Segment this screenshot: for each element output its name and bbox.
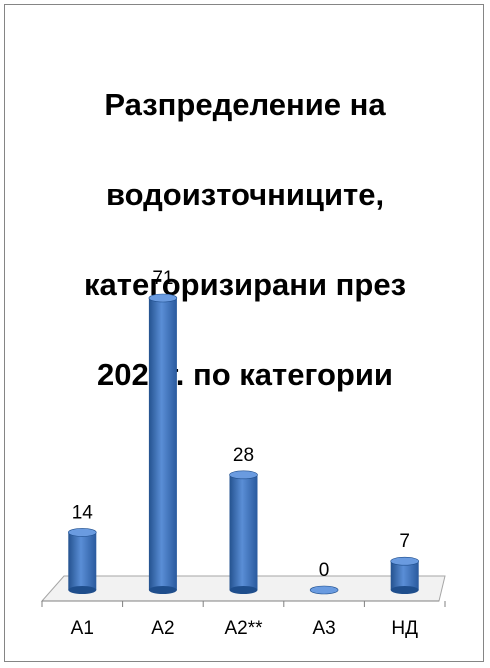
x-tick-label: НД	[391, 618, 418, 639]
bar	[390, 556, 420, 594]
bar	[68, 528, 97, 594]
bar-body	[390, 561, 419, 590]
bar-base	[148, 586, 177, 594]
chart-title: Разпределение на водоизточниците, катего…	[5, 37, 485, 442]
data-label: 28	[233, 445, 254, 466]
bar-base	[229, 586, 258, 594]
bar	[229, 470, 258, 594]
bar-top	[309, 585, 339, 595]
x-tick-label: А3	[312, 618, 335, 639]
bar-body	[229, 474, 258, 590]
chart-title-line-1: Разпределение на	[104, 87, 386, 122]
bar	[309, 585, 339, 595]
data-label: 7	[399, 531, 410, 552]
bar-top	[390, 556, 420, 566]
chart-title-line-3: категоризирани през	[84, 267, 406, 302]
bar-base	[390, 586, 419, 594]
bar-top	[229, 470, 258, 480]
x-tick-label: А1	[71, 618, 94, 639]
bar-top	[68, 528, 97, 537]
bar-base	[68, 586, 97, 594]
x-tick-label: А2	[151, 618, 174, 639]
bar-body	[148, 298, 177, 590]
bar	[148, 293, 178, 594]
data-label: 0	[319, 560, 330, 581]
bar-body	[68, 532, 97, 590]
x-tick-label: А2**	[224, 618, 263, 639]
data-label: 14	[72, 502, 94, 523]
chart-title-line-2: водоизточниците,	[105, 177, 385, 212]
data-label: 71	[152, 268, 173, 289]
bar-top	[148, 293, 178, 303]
